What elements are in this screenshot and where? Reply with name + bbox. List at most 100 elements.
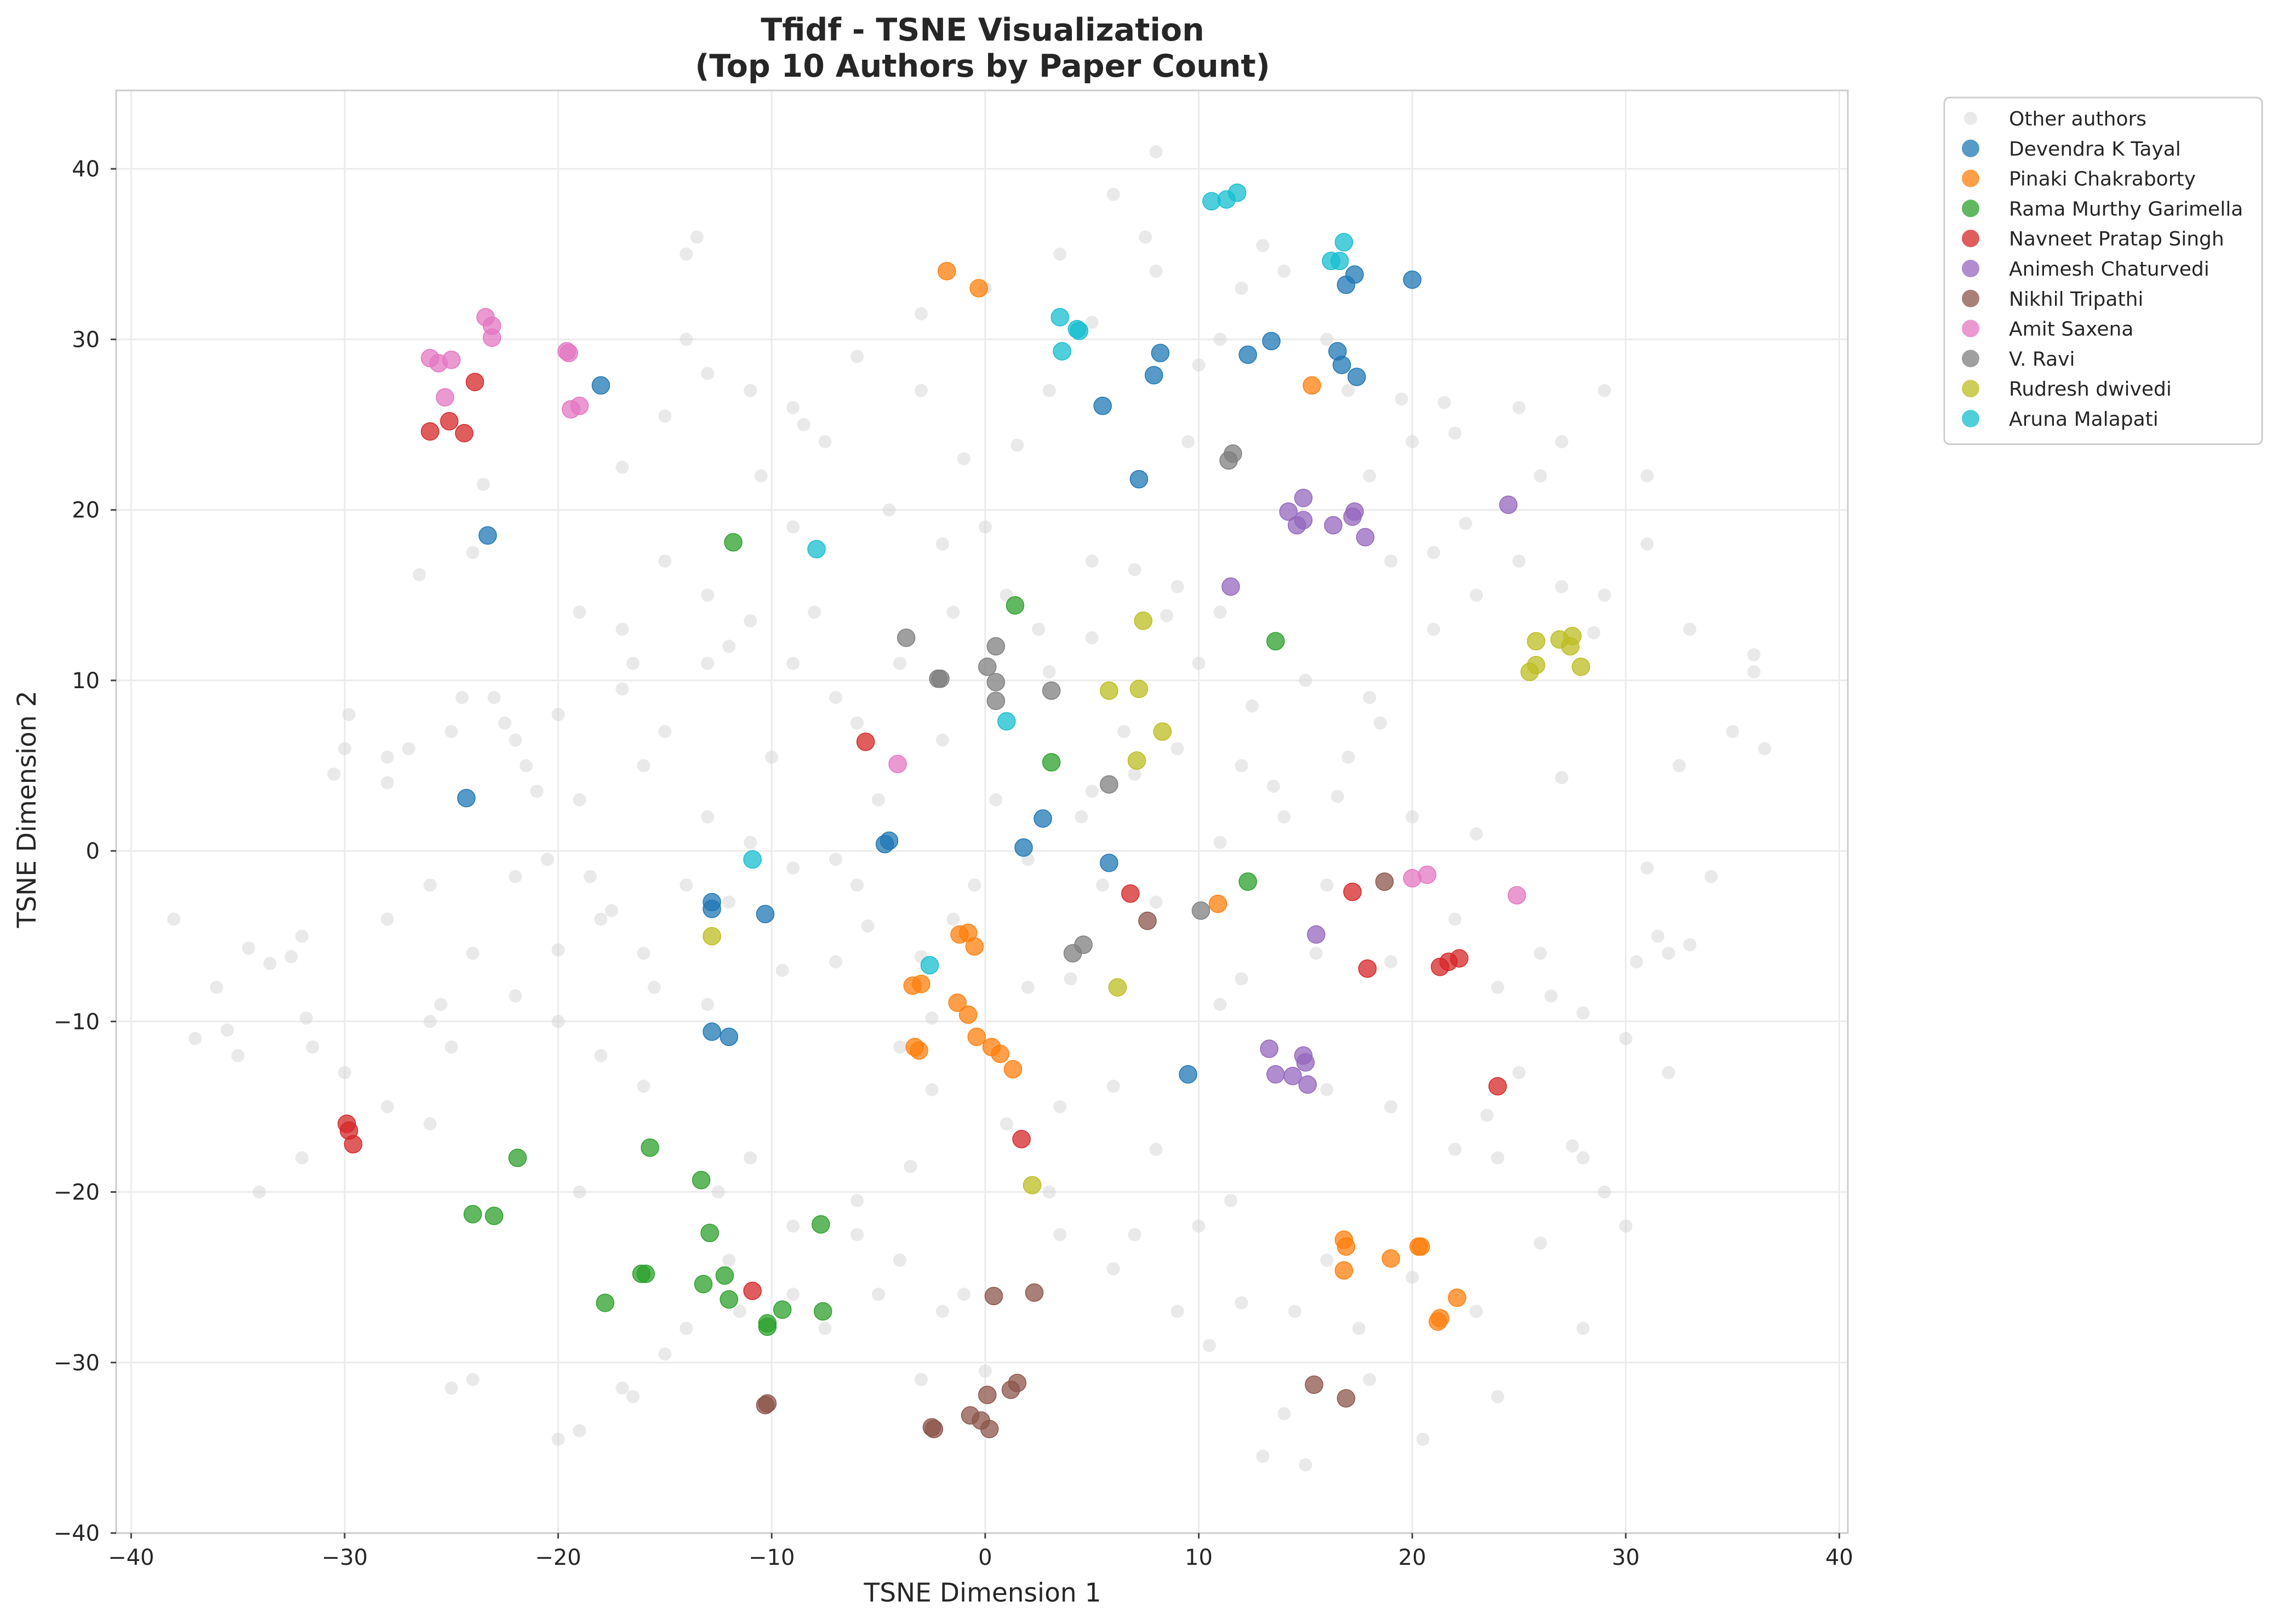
y-axis-label: TSNE Dimension 2 — [12, 690, 42, 928]
other-author-point — [1512, 1066, 1526, 1079]
author-point — [1429, 1312, 1447, 1331]
author-point — [1356, 528, 1375, 547]
other-author-point — [786, 520, 800, 534]
author-point — [984, 1286, 1003, 1306]
chart-title-line2: (Top 10 Authors by Paper Count) — [695, 48, 1270, 84]
x-tick-label: 40 — [1825, 1545, 1853, 1570]
other-author-point — [850, 1194, 864, 1208]
author-point — [856, 733, 875, 751]
other-author-point — [380, 776, 394, 790]
series-10 — [743, 183, 1354, 975]
other-author-point — [680, 247, 693, 261]
other-author-point — [1224, 1194, 1237, 1208]
other-author-point — [1352, 1322, 1366, 1335]
other-author-point — [701, 998, 715, 1011]
author-point — [991, 1044, 1009, 1063]
other-author-point — [711, 1185, 725, 1199]
other-author-point — [1053, 1228, 1067, 1242]
other-author-point — [1042, 1185, 1056, 1199]
author-point — [897, 628, 916, 647]
author-point — [1348, 368, 1366, 386]
author-point — [813, 1302, 832, 1321]
other-author-point — [733, 1305, 746, 1318]
author-point — [743, 1282, 762, 1300]
author-point — [1508, 886, 1526, 905]
author-point — [1337, 276, 1356, 294]
other-author-point — [444, 1040, 458, 1054]
other-author-point — [680, 333, 693, 346]
other-author-point — [914, 307, 928, 321]
other-author-point — [701, 367, 715, 380]
other-author-point — [1683, 938, 1697, 952]
other-author-point — [935, 1305, 949, 1318]
other-author-point — [1683, 622, 1697, 636]
y-tick-label: −10 — [54, 1009, 100, 1034]
series-7 — [421, 308, 1526, 905]
other-author-point — [701, 810, 715, 824]
other-author-point — [872, 1288, 886, 1301]
other-author-point — [1533, 946, 1547, 960]
author-point — [931, 669, 950, 688]
other-author-point — [1309, 946, 1323, 960]
author-point — [463, 1205, 482, 1223]
other-author-point — [1149, 1142, 1163, 1156]
other-author-point — [786, 861, 800, 875]
other-author-point — [509, 870, 522, 883]
legend-label: V. Ravi — [2009, 348, 2075, 370]
other-author-point — [808, 605, 821, 619]
y-tick-label: 40 — [72, 157, 100, 182]
author-point — [1330, 251, 1349, 270]
other-author-point — [744, 836, 757, 849]
author-point — [700, 1223, 719, 1242]
legend-marker — [1962, 199, 1979, 218]
other-author-point — [1619, 1032, 1632, 1045]
other-author-point — [744, 384, 757, 397]
other-author-point — [615, 622, 629, 636]
author-point — [1448, 1288, 1466, 1307]
other-author-point — [861, 919, 875, 933]
other-author-point — [1128, 768, 1141, 781]
author-point — [1129, 470, 1149, 489]
legend-label: Devendra K Tayal — [2009, 138, 2181, 161]
other-author-point — [1619, 1219, 1632, 1233]
other-author-point — [466, 1373, 479, 1386]
legend: Other authors Devendra K Tayal Pinaki Chak… — [1943, 96, 2263, 445]
other-author-point — [818, 1322, 832, 1335]
other-author-point — [466, 546, 479, 559]
author-point — [1298, 1075, 1317, 1094]
author-point — [1324, 516, 1343, 535]
author-point — [1238, 872, 1257, 891]
other-author-point — [573, 1424, 586, 1438]
chart-title-line1: Tfidf - TSNE Visualization — [761, 12, 1204, 48]
author-point — [1042, 681, 1061, 700]
legend-label: Other authors — [2009, 108, 2146, 130]
other-author-point — [797, 418, 810, 432]
author-point — [1488, 1077, 1507, 1096]
author-point — [1307, 925, 1326, 944]
author-point — [436, 388, 454, 407]
legend-box — [1943, 96, 2263, 445]
series-0 — [167, 145, 1772, 1472]
y-tick-label: 30 — [72, 327, 100, 352]
other-author-point — [754, 469, 768, 483]
author-point — [455, 424, 473, 443]
author-point — [1499, 495, 1518, 514]
legend-marker — [1962, 139, 1979, 157]
x-tick-label: −40 — [108, 1545, 154, 1570]
author-point — [888, 754, 907, 774]
other-author-point — [1470, 588, 1483, 602]
author-point — [1561, 637, 1580, 656]
other-author-point — [1032, 622, 1046, 636]
other-author-point — [1341, 750, 1355, 764]
author-point — [1070, 322, 1089, 340]
author-point — [1418, 865, 1437, 884]
data-points — [167, 145, 1772, 1472]
other-author-point — [1512, 554, 1526, 568]
other-author-point — [1406, 435, 1419, 449]
other-author-point — [1470, 827, 1483, 840]
other-author-point — [1448, 426, 1462, 440]
author-point — [967, 1027, 986, 1047]
other-author-point — [680, 878, 693, 892]
author-point — [1100, 854, 1118, 872]
